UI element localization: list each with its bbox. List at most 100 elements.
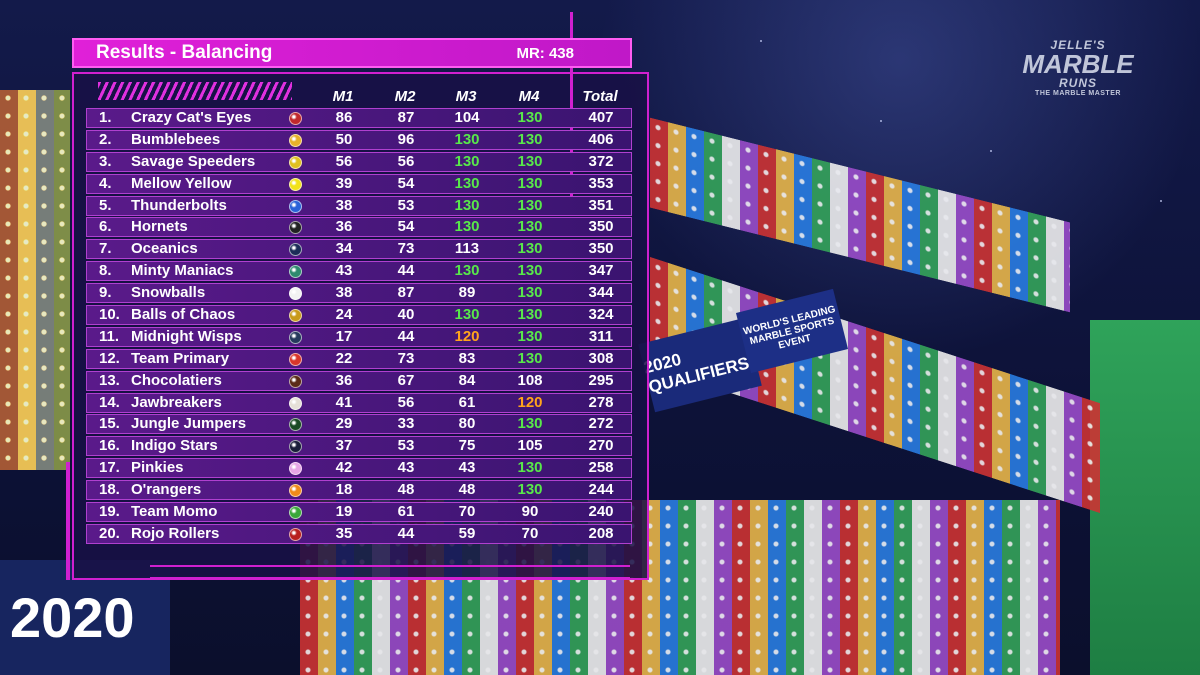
total-cell: 407 bbox=[588, 109, 614, 126]
team-name-cell: Snowballs bbox=[131, 284, 206, 302]
m1-cell: 43 bbox=[335, 262, 353, 280]
team-name-cell: Team Momo bbox=[131, 503, 218, 521]
m1-cell: 38 bbox=[335, 196, 353, 214]
m4-cell: 108 bbox=[517, 371, 543, 389]
team-name-cell: Crazy Cat's Eyes bbox=[131, 109, 252, 126]
total-cell: 272 bbox=[588, 415, 614, 433]
m3-cell: 130 bbox=[454, 306, 480, 324]
m1-cell: 36 bbox=[335, 218, 353, 236]
decorative-stripes bbox=[98, 82, 292, 100]
rank-cell: 17. bbox=[99, 459, 120, 477]
rank-cell: 11. bbox=[99, 327, 120, 345]
m3-cell: 59 bbox=[458, 524, 476, 542]
m3-cell: 70 bbox=[458, 503, 476, 521]
m3-cell: 84 bbox=[458, 371, 476, 389]
m3-cell: 61 bbox=[458, 393, 476, 411]
total-cell: 347 bbox=[588, 262, 614, 280]
logo-line-2: MARBLE bbox=[1022, 49, 1134, 79]
m2-cell: 54 bbox=[397, 218, 415, 236]
m2-cell: 61 bbox=[397, 503, 415, 521]
results-table: 1. Crazy Cat's Eyes 86 87 104 130 407 2. Bumbleb… bbox=[86, 108, 632, 546]
rank-cell: 2. bbox=[99, 130, 112, 148]
m4-cell: 130 bbox=[517, 152, 543, 170]
table-row: 16. Indigo Stars 37 53 75 105 270 bbox=[86, 436, 632, 457]
table-row: 12. Team Primary 22 73 83 130 308 bbox=[86, 348, 632, 369]
rank-cell: 12. bbox=[99, 349, 120, 367]
col-header-m3: M3 bbox=[455, 88, 477, 105]
table-row: 2. Bumblebees 50 96 130 130 406 bbox=[86, 129, 632, 150]
m2-cell: 56 bbox=[397, 393, 415, 411]
m1-cell: 24 bbox=[335, 306, 353, 324]
team-name-cell: Jawbreakers bbox=[131, 393, 222, 411]
rank-cell: 6. bbox=[99, 218, 112, 236]
m1-cell: 42 bbox=[335, 459, 353, 477]
star bbox=[760, 40, 762, 42]
total-cell: 372 bbox=[588, 152, 614, 170]
team-name-cell: Minty Maniacs bbox=[131, 262, 234, 280]
m1-cell: 56 bbox=[335, 152, 353, 170]
rank-cell: 5. bbox=[99, 196, 112, 214]
logo-line-3: RUNS bbox=[1058, 76, 1097, 90]
star bbox=[990, 150, 992, 152]
total-cell: 208 bbox=[588, 524, 614, 542]
team-marble-icon bbox=[289, 352, 302, 366]
m4-cell: 130 bbox=[517, 240, 543, 258]
m2-cell: 33 bbox=[397, 415, 415, 433]
team-marble-icon bbox=[289, 221, 302, 235]
team-marble-icon bbox=[289, 155, 302, 169]
m1-cell: 37 bbox=[335, 437, 353, 455]
total-cell: 295 bbox=[588, 371, 614, 389]
team-marble-icon bbox=[289, 330, 302, 344]
table-row: 15. Jungle Jumpers 29 33 80 130 272 bbox=[86, 414, 632, 435]
table-row: 11. Midnight Wisps 17 44 120 130 311 bbox=[86, 326, 632, 347]
m2-cell: 43 bbox=[397, 459, 415, 477]
rank-cell: 15. bbox=[99, 415, 120, 433]
logo-line-1: JELLE'S bbox=[1050, 38, 1106, 52]
m3-cell: 130 bbox=[454, 130, 480, 148]
total-cell: 240 bbox=[588, 503, 614, 521]
m2-cell: 44 bbox=[397, 524, 415, 542]
col-header-total: Total bbox=[582, 88, 618, 105]
team-name-cell: Midnight Wisps bbox=[131, 327, 242, 345]
team-marble-icon bbox=[289, 309, 302, 323]
m1-cell: 39 bbox=[335, 174, 353, 192]
team-name-cell: Team Primary bbox=[131, 349, 230, 367]
column-headers: M1 M2 M3 M4 Total bbox=[86, 86, 632, 108]
total-cell: 308 bbox=[588, 349, 614, 367]
m2-cell: 67 bbox=[397, 371, 415, 389]
total-cell: 353 bbox=[588, 174, 614, 192]
total-cell: 270 bbox=[588, 437, 614, 455]
m2-cell: 96 bbox=[397, 130, 415, 148]
total-cell: 406 bbox=[588, 130, 614, 148]
m4-cell: 130 bbox=[517, 130, 543, 148]
marble-display bbox=[0, 90, 70, 470]
total-cell: 311 bbox=[588, 327, 614, 345]
team-name-cell: Pinkies bbox=[131, 459, 184, 477]
team-marble-icon bbox=[289, 199, 302, 213]
m1-cell: 36 bbox=[335, 371, 353, 389]
m3-cell: 104 bbox=[454, 109, 480, 126]
m1-cell: 38 bbox=[335, 284, 353, 302]
m1-cell: 22 bbox=[335, 349, 353, 367]
rank-cell: 3. bbox=[99, 152, 112, 170]
m3-cell: 120 bbox=[454, 327, 480, 345]
team-name-cell: Hornets bbox=[131, 218, 188, 236]
rank-cell: 18. bbox=[99, 481, 120, 499]
m3-cell: 80 bbox=[458, 415, 476, 433]
team-marble-icon bbox=[289, 265, 302, 279]
m1-cell: 41 bbox=[335, 393, 353, 411]
team-name-cell: Mellow Yellow bbox=[131, 174, 232, 192]
m1-cell: 18 bbox=[335, 481, 353, 499]
col-header-m4: M4 bbox=[518, 88, 540, 105]
marble-shelf bbox=[0, 90, 70, 470]
total-cell: 324 bbox=[588, 306, 614, 324]
total-cell: 244 bbox=[588, 481, 614, 499]
table-row: 14. Jawbreakers 41 56 61 120 278 bbox=[86, 392, 632, 413]
results-title: Results - Balancing bbox=[96, 42, 273, 63]
rank-cell: 4. bbox=[99, 174, 112, 192]
m1-cell: 29 bbox=[335, 415, 353, 433]
total-cell: 344 bbox=[588, 284, 614, 302]
team-name-cell: Chocolatiers bbox=[131, 371, 222, 389]
team-marble-icon bbox=[289, 287, 302, 301]
team-marble-icon bbox=[289, 133, 302, 147]
